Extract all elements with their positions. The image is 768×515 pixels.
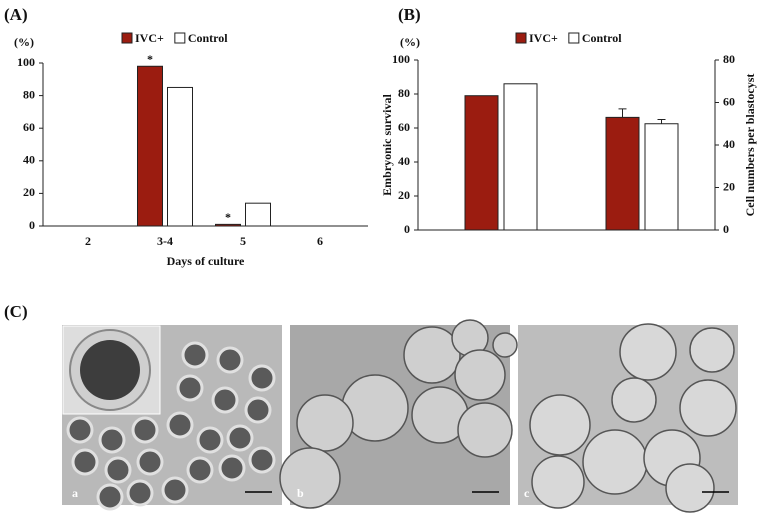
legend-label: Control	[582, 31, 622, 45]
inset-cells	[80, 340, 140, 400]
y2-tick-label: 40	[723, 137, 735, 151]
y-tick-label: 20	[23, 185, 35, 199]
image-label: c	[524, 486, 530, 500]
bar	[137, 65, 163, 227]
blastocysts-c	[529, 323, 737, 513]
y-unit: (%)	[14, 35, 34, 49]
y2-axis-label: Cell numbers per blastocyst	[743, 74, 757, 217]
y-unit: (%)	[400, 35, 420, 49]
y-tick-label: 40	[398, 154, 410, 168]
legend-swatch	[515, 32, 527, 44]
y2-tick-label: 60	[723, 94, 735, 108]
y2-tick-label: 80	[723, 52, 735, 66]
y-tick-label: 0	[29, 218, 35, 232]
bar	[605, 116, 640, 231]
legend-label: Control	[188, 31, 228, 45]
x-axis-label: Days of culture	[167, 254, 245, 268]
legend-label: IVC+	[135, 31, 164, 45]
panel-label: (A)	[4, 5, 28, 24]
x-tick-label: 5	[240, 234, 246, 248]
y-tick-label: 80	[398, 86, 410, 100]
legend-swatch	[121, 32, 133, 44]
y-tick-label: 60	[398, 120, 410, 134]
y-tick-label: 100	[17, 55, 35, 69]
bar	[503, 83, 538, 231]
annotation: *	[225, 210, 231, 224]
legend-swatch	[568, 32, 580, 44]
panel-label: (C)	[4, 302, 28, 321]
y2-tick-label: 0	[723, 222, 729, 236]
legend-swatch	[174, 32, 186, 44]
bar	[464, 95, 499, 231]
y2-tick-label: 20	[723, 179, 735, 193]
x-tick-label: 2	[85, 234, 91, 248]
y-tick-label: 40	[23, 153, 35, 167]
x-tick-label: 3-4	[157, 234, 173, 248]
bar	[167, 86, 193, 227]
bar	[644, 123, 679, 231]
micrographs	[62, 319, 738, 513]
y-tick-label: 60	[23, 120, 35, 134]
y-tick-label: 0	[404, 222, 410, 236]
y-tick-label: 80	[23, 87, 35, 101]
image-label: b	[297, 486, 304, 500]
bar	[215, 223, 241, 227]
annotation: *	[147, 52, 153, 66]
legend-label: IVC+	[529, 31, 558, 45]
y-tick-label: 100	[392, 52, 410, 66]
bar	[245, 202, 271, 227]
blastocysts-b	[279, 319, 518, 509]
y-tick-label: 20	[398, 188, 410, 202]
image-label: a	[72, 486, 78, 500]
panel-label: (B)	[398, 5, 421, 24]
y-axis-label: Embryonic survival	[380, 93, 394, 195]
embryos-a	[66, 341, 276, 511]
x-tick-label: 6	[317, 234, 323, 248]
